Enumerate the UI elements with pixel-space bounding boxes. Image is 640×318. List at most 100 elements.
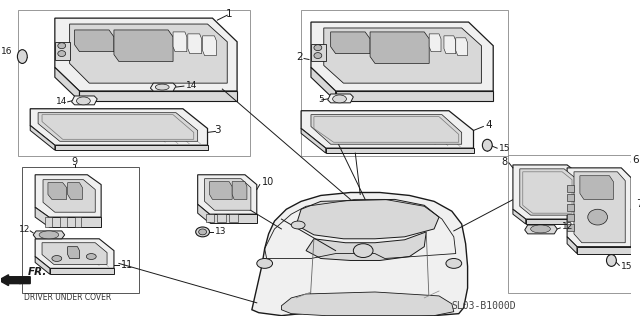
Bar	[229, 214, 238, 222]
Polygon shape	[35, 207, 49, 227]
Ellipse shape	[58, 43, 66, 49]
Polygon shape	[79, 91, 237, 101]
Polygon shape	[520, 169, 575, 215]
Polygon shape	[326, 148, 474, 153]
Polygon shape	[301, 111, 474, 148]
Polygon shape	[42, 243, 107, 264]
Text: 5: 5	[318, 95, 324, 104]
Polygon shape	[74, 30, 114, 52]
Polygon shape	[324, 28, 481, 83]
FancyArrow shape	[0, 275, 30, 286]
Polygon shape	[30, 109, 207, 145]
Polygon shape	[198, 204, 209, 223]
Polygon shape	[513, 209, 525, 224]
Ellipse shape	[333, 95, 346, 103]
Polygon shape	[74, 217, 81, 227]
Polygon shape	[513, 165, 580, 219]
Polygon shape	[198, 175, 257, 214]
Text: 13: 13	[216, 227, 227, 236]
Ellipse shape	[198, 229, 207, 235]
Polygon shape	[370, 32, 429, 64]
Polygon shape	[205, 179, 251, 210]
Polygon shape	[282, 292, 454, 316]
Polygon shape	[567, 224, 574, 231]
Text: FR.: FR.	[28, 267, 47, 277]
Bar	[205, 214, 214, 222]
Polygon shape	[567, 237, 577, 253]
Polygon shape	[35, 257, 50, 274]
Polygon shape	[296, 199, 439, 239]
Polygon shape	[301, 128, 326, 153]
Polygon shape	[35, 239, 114, 268]
Polygon shape	[55, 42, 70, 59]
Ellipse shape	[607, 254, 616, 266]
Polygon shape	[311, 22, 493, 91]
Ellipse shape	[588, 209, 607, 225]
Text: 4: 4	[485, 120, 492, 129]
Polygon shape	[203, 36, 216, 56]
Ellipse shape	[314, 45, 322, 51]
Polygon shape	[55, 18, 237, 91]
Text: 7: 7	[636, 199, 640, 209]
Polygon shape	[35, 175, 101, 217]
Polygon shape	[33, 231, 65, 239]
Polygon shape	[209, 182, 232, 199]
Text: 12: 12	[562, 223, 573, 232]
Ellipse shape	[314, 52, 322, 59]
Text: 11: 11	[121, 260, 133, 270]
Polygon shape	[580, 176, 613, 199]
Polygon shape	[574, 172, 625, 243]
Bar	[508, 155, 631, 293]
Ellipse shape	[58, 51, 66, 57]
Polygon shape	[331, 32, 370, 54]
Bar	[218, 214, 227, 222]
Polygon shape	[70, 24, 227, 83]
Polygon shape	[311, 44, 326, 61]
Text: DRIVER UNDER COVER: DRIVER UNDER COVER	[24, 294, 111, 302]
Text: 6: 6	[632, 155, 639, 165]
Text: 10: 10	[262, 177, 274, 187]
Polygon shape	[38, 113, 198, 141]
Polygon shape	[577, 247, 631, 253]
Bar	[301, 10, 508, 156]
Ellipse shape	[86, 253, 96, 259]
Text: 3: 3	[214, 125, 221, 135]
Polygon shape	[335, 91, 493, 101]
Ellipse shape	[156, 84, 169, 90]
Polygon shape	[55, 67, 79, 101]
Polygon shape	[48, 183, 67, 199]
Ellipse shape	[531, 225, 550, 233]
Polygon shape	[567, 214, 574, 221]
Ellipse shape	[446, 259, 461, 268]
Polygon shape	[72, 96, 97, 105]
Polygon shape	[429, 34, 441, 52]
Polygon shape	[567, 204, 574, 211]
Bar	[19, 10, 250, 156]
Polygon shape	[567, 185, 574, 191]
Ellipse shape	[291, 221, 305, 229]
Polygon shape	[567, 195, 574, 201]
Text: 2: 2	[296, 52, 303, 62]
Ellipse shape	[17, 50, 28, 64]
Polygon shape	[232, 182, 247, 199]
Polygon shape	[50, 268, 114, 274]
Polygon shape	[252, 192, 468, 316]
Polygon shape	[45, 217, 52, 227]
Polygon shape	[525, 225, 557, 234]
Polygon shape	[43, 180, 95, 212]
Polygon shape	[150, 83, 176, 91]
Ellipse shape	[39, 231, 59, 239]
Text: 12: 12	[19, 225, 30, 234]
Polygon shape	[68, 247, 79, 259]
Polygon shape	[173, 32, 187, 52]
Ellipse shape	[257, 259, 273, 268]
Polygon shape	[444, 36, 456, 54]
Text: 15: 15	[621, 262, 633, 271]
Ellipse shape	[77, 97, 90, 105]
Polygon shape	[209, 214, 257, 223]
Polygon shape	[49, 217, 101, 227]
Ellipse shape	[483, 139, 492, 151]
Text: 8: 8	[502, 157, 508, 167]
Polygon shape	[30, 126, 55, 150]
Bar	[22, 167, 139, 293]
